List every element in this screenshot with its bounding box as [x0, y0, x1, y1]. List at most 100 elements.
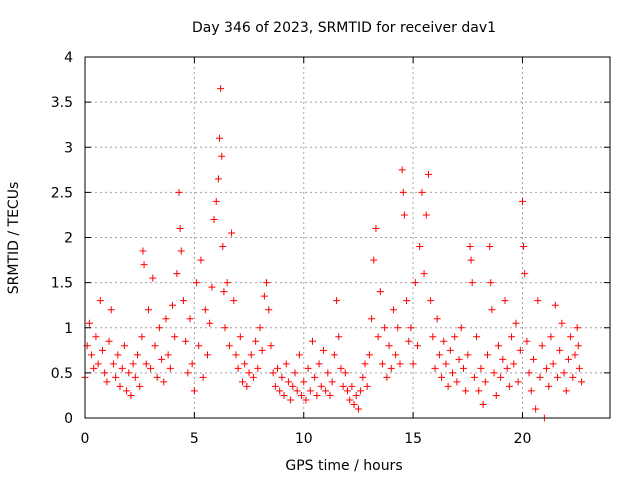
data-point — [330, 351, 338, 359]
data-point — [560, 369, 568, 377]
data-point — [407, 324, 415, 332]
data-points — [81, 85, 586, 422]
data-point — [554, 373, 561, 381]
data-point — [558, 319, 566, 327]
data-point — [420, 270, 428, 278]
data-point — [210, 215, 218, 223]
data-point — [529, 355, 537, 363]
data-point — [389, 306, 397, 314]
data-point — [160, 378, 168, 386]
data-point — [317, 382, 325, 390]
data-point — [370, 256, 378, 264]
data-point — [129, 360, 137, 368]
data-point — [274, 364, 281, 372]
data-point — [247, 351, 255, 359]
data-point — [385, 342, 393, 350]
data-point — [512, 319, 520, 327]
data-point — [153, 373, 161, 381]
data-point — [201, 306, 209, 314]
data-point — [271, 382, 279, 390]
data-point — [479, 400, 487, 408]
data-point — [361, 360, 369, 368]
data-point — [453, 378, 461, 386]
data-point — [140, 261, 148, 269]
data-point — [333, 297, 341, 305]
data-point — [326, 391, 334, 399]
data-point — [123, 387, 131, 395]
y-tick-label: 0.5 — [51, 366, 73, 382]
data-point — [90, 364, 98, 372]
data-point — [109, 360, 117, 368]
data-point — [523, 337, 531, 345]
data-point — [405, 337, 413, 345]
data-point — [158, 355, 166, 363]
data-point — [306, 387, 314, 395]
data-point — [92, 333, 100, 341]
data-point — [295, 351, 303, 359]
data-point — [287, 396, 295, 404]
data-point — [118, 364, 126, 372]
data-point — [136, 382, 144, 390]
data-point — [527, 387, 535, 395]
data-point — [344, 387, 351, 395]
data-point — [429, 333, 437, 341]
data-point — [220, 288, 228, 296]
data-point — [258, 346, 266, 354]
data-point — [234, 364, 242, 372]
data-point — [254, 364, 262, 372]
data-point — [403, 297, 411, 305]
data-point — [547, 333, 555, 341]
data-point — [177, 247, 185, 255]
data-point — [219, 243, 227, 251]
data-point — [363, 382, 371, 390]
data-point — [195, 342, 203, 350]
data-point — [186, 315, 194, 323]
data-point — [232, 351, 240, 359]
data-point — [488, 306, 496, 314]
x-tick-label: 20 — [514, 431, 532, 447]
y-tick-label: 2 — [64, 231, 73, 247]
data-point — [315, 360, 323, 368]
data-point — [302, 396, 310, 404]
data-point — [105, 337, 113, 345]
data-point — [473, 333, 481, 341]
data-point — [212, 197, 220, 205]
data-point — [324, 369, 332, 377]
x-axis-label: GPS time / hours — [285, 458, 402, 474]
y-axis-label: SRMTID / TECUs — [6, 182, 22, 295]
data-point — [416, 243, 424, 251]
data-point — [392, 351, 400, 359]
data-point — [459, 364, 467, 372]
y-tick-label: 3 — [64, 140, 73, 156]
data-point — [396, 360, 404, 368]
data-point — [381, 324, 389, 332]
data-point — [289, 382, 297, 390]
data-point — [284, 378, 292, 386]
data-point — [484, 351, 491, 359]
data-point — [368, 315, 376, 323]
chart-title: Day 346 of 2023, SRMTID for receiver dav… — [192, 20, 496, 36]
data-point — [267, 342, 275, 350]
data-point — [300, 378, 308, 386]
data-point — [291, 369, 299, 377]
data-point — [346, 396, 354, 404]
data-point — [562, 387, 570, 395]
data-point — [497, 373, 505, 381]
data-point — [206, 319, 214, 327]
data-point — [520, 243, 528, 251]
data-point — [322, 387, 330, 395]
data-point — [487, 279, 495, 287]
data-point — [94, 360, 102, 368]
data-point — [409, 360, 417, 368]
data-point — [532, 405, 540, 413]
data-point — [543, 364, 551, 372]
data-point — [144, 306, 152, 314]
data-point — [503, 364, 511, 372]
data-point — [573, 324, 581, 332]
data-point — [444, 382, 452, 390]
data-point — [490, 369, 498, 377]
data-point — [216, 134, 224, 142]
y-tick-label: 2.5 — [51, 185, 73, 201]
data-point — [125, 369, 133, 377]
